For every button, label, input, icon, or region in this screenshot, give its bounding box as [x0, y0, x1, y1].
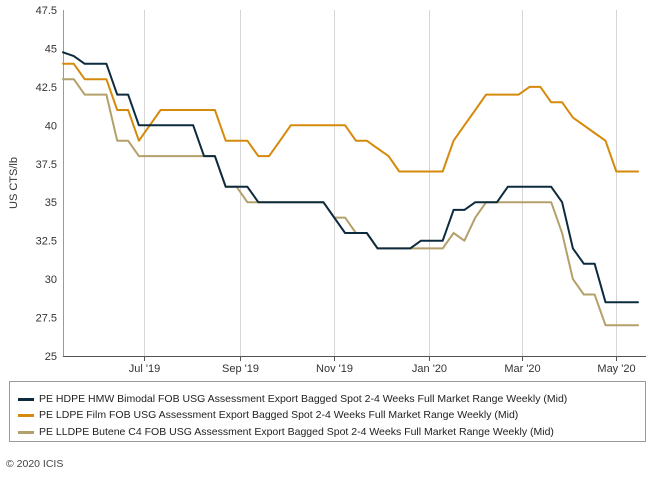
series-line-3[interactable] [62, 78, 639, 327]
x-tick-label: Sep '19 [222, 363, 259, 375]
y-tick-label: 25 [45, 351, 57, 363]
x-tick-label: Jul '19 [129, 363, 160, 375]
series-line-1[interactable] [62, 51, 639, 304]
y-tick-label: 42.5 [36, 82, 57, 94]
legend-item-ldpe[interactable]: PE LDPE Film FOB USG Assessment Export B… [18, 407, 518, 423]
series-line-2[interactable] [62, 62, 639, 173]
y-tick-label: 35 [45, 197, 57, 209]
plot-area [63, 10, 646, 356]
legend-item-hdpe[interactable]: PE HDPE HMW Bimodal FOB USG Assessment E… [18, 391, 567, 407]
y-tick-label: 30 [45, 274, 57, 286]
vertical-gridlines [144, 10, 617, 356]
legend-label-lldpe: PE LLDPE Butene C4 FOB USG Assessment Ex… [39, 426, 554, 438]
x-axis-ticks: Jul '19 Sep '19 Nov '19 Jan '20 Mar '20 May '… [129, 356, 636, 375]
legend: PE HDPE HMW Bimodal FOB USG Assessment E… [9, 381, 646, 442]
legend-swatch-ldpe [18, 413, 34, 417]
x-tick-label: Jan '20 [412, 363, 447, 375]
legend-label-ldpe: PE LDPE Film FOB USG Assessment Export B… [39, 409, 519, 421]
y-tick-label: 27.5 [36, 313, 57, 325]
y-tick-label: 37.5 [36, 159, 57, 171]
legend-label-hdpe: PE HDPE HMW Bimodal FOB USG Assessment E… [39, 393, 568, 405]
x-tick-label: Mar '20 [504, 363, 540, 375]
y-tick-label: 32.5 [36, 236, 57, 248]
legend-swatch-hdpe [18, 397, 34, 401]
copyright-text: © 2020 ICIS [6, 458, 64, 470]
y-tick-label: 45 [45, 43, 57, 55]
series-lines [62, 51, 639, 327]
y-tick-label: 40 [45, 120, 57, 132]
y-axis-ticks: 25 27.5 30 32.5 35 37.5 40 42.5 45 47.5 [36, 5, 57, 363]
x-tick-label: May '20 [597, 363, 635, 375]
legend-swatch-lldpe [18, 430, 34, 434]
y-axis-label: US CTS/lb [8, 157, 20, 209]
x-tick-label: Nov '19 [316, 363, 353, 375]
legend-item-lldpe[interactable]: PE LLDPE Butene C4 FOB USG Assessment Ex… [18, 424, 554, 440]
y-tick-label: 47.5 [36, 5, 57, 17]
